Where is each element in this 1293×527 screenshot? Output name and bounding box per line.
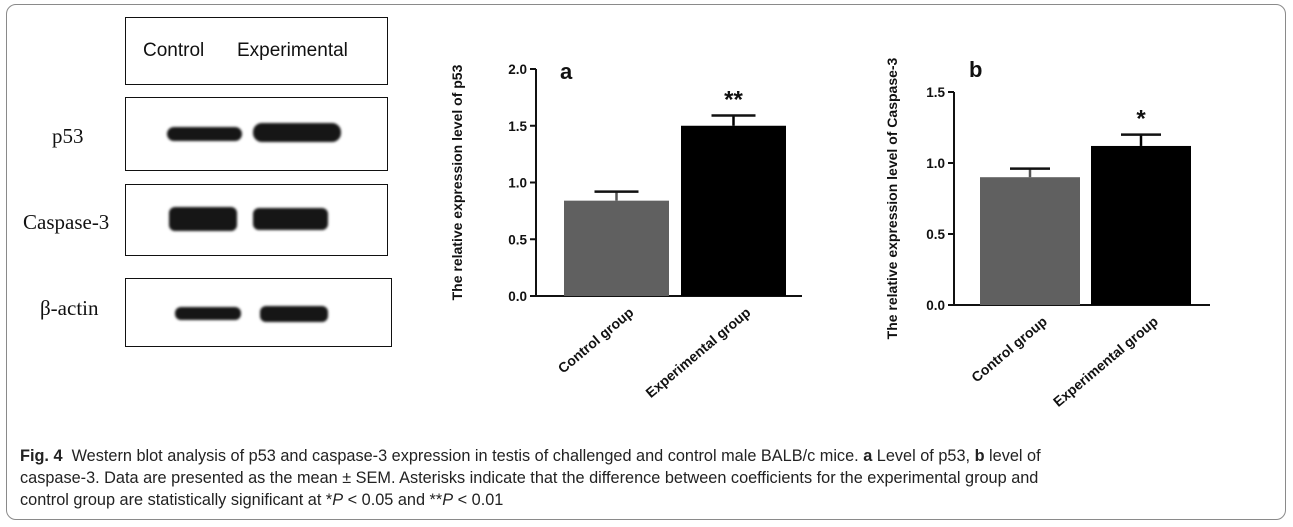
wb-band-caspase3-experimental — [253, 208, 328, 230]
caption-line-2: caspase-3. Data are presented as the mea… — [20, 469, 1039, 487]
wb-blot-beta-actin — [125, 278, 392, 347]
chart-a-ytick-label-2: 1.0 — [508, 176, 527, 191]
figure-frame — [6, 4, 1286, 520]
wb-header-control: Control — [143, 40, 205, 61]
wb-band-beta-actin-control — [175, 307, 241, 320]
caption-text-a: Level of p53, — [876, 447, 971, 465]
caption-line-3: control group are statistically signific… — [20, 489, 1275, 511]
caption-line3-pre: control group are statistically signific… — [20, 491, 333, 509]
caption-p-symbol-1: P — [332, 491, 344, 509]
caption-fig-label: Fig. 4 — [20, 447, 63, 465]
chart-a-ylabel: The relative expression level of p53 — [449, 64, 465, 300]
chart-a-category-label-0: Control group — [555, 304, 637, 376]
chart-b-bar-1 — [1091, 145, 1191, 305]
figure-caption: Fig. 4 Western blot analysis of p53 and … — [20, 445, 1275, 511]
chart-b-panel-label: b — [969, 57, 982, 82]
chart-a-ytick-label-1: 0.5 — [508, 232, 527, 247]
wb-blot-p53 — [125, 97, 388, 171]
chart-a-bar-0 — [564, 200, 669, 296]
chart-b-bar-0 — [980, 177, 1080, 305]
caption-line1-text: Western blot analysis of p53 and caspase… — [71, 447, 859, 465]
caption-text-b: level of — [989, 447, 1041, 465]
chart-a-ytick-label-3: 1.5 — [508, 119, 527, 134]
chart-a-category-label-1: Experimental group — [642, 304, 753, 401]
caption-label-a: a — [863, 447, 873, 465]
chart-b-ylabel: The relative expression level of Caspase… — [884, 57, 900, 339]
chart-b-category-label-1: Experimental group — [1050, 313, 1161, 410]
chart-b-significance-1: * — [1136, 106, 1146, 133]
chart-b-ytick-label-1: 0.5 — [926, 227, 945, 242]
chart-b-ytick-label-3: 1.5 — [926, 85, 945, 100]
wb-row-label-beta-actin: β-actin — [40, 296, 99, 320]
chart-b-ytick-label-0: 0.0 — [926, 298, 945, 313]
chart-a-ytick-label-0: 0.0 — [508, 289, 527, 304]
caption-p-symbol-2: P — [442, 491, 454, 509]
caption-line-1: Fig. 4 Western blot analysis of p53 and … — [20, 445, 1275, 467]
chart-b-ytick-label-2: 1.0 — [926, 156, 945, 171]
chart-a-significance-1: ** — [724, 87, 743, 114]
wb-row-label-p53: p53 — [52, 124, 84, 148]
caption-line3-mid: < 0.05 and ** — [343, 491, 443, 509]
wb-band-beta-actin-experimental — [260, 306, 328, 322]
bar-chart-b: The relative expression level of Caspase… — [884, 57, 1210, 410]
caption-line3-post: < 0.01 — [453, 491, 504, 509]
chart-a-panel-label: a — [560, 59, 573, 84]
chart-a-ytick-label-4: 2.0 — [508, 62, 527, 77]
wb-band-p53-control — [167, 127, 242, 141]
bar-chart-a: The relative expression level of p53 a 0.0… — [449, 59, 802, 401]
wb-blot-caspase3 — [125, 184, 388, 256]
wb-header-experimental: Experimental — [237, 40, 348, 61]
chart-a-bar-1 — [681, 125, 786, 296]
wb-row-label-caspase3: Caspase-3 — [23, 210, 110, 234]
caption-label-b: b — [974, 447, 985, 465]
chart-b-category-label-0: Control group — [968, 313, 1050, 385]
wb-header-box: Control Experimental — [125, 17, 388, 85]
wb-band-p53-experimental — [253, 123, 341, 142]
wb-band-caspase3-control — [169, 207, 237, 231]
